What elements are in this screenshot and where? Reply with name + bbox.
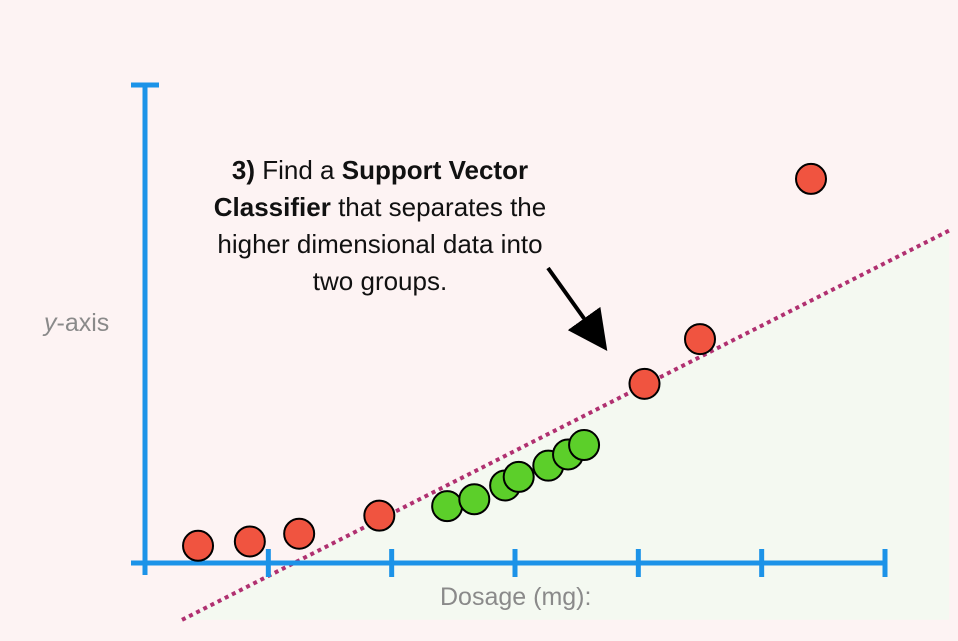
annotation-text-part-2: that separates the (330, 192, 547, 222)
axes (131, 82, 888, 577)
y-axis-label: y-axis (44, 309, 109, 338)
data-point-series-2-7 (568, 429, 601, 462)
data-point-series-1-2 (233, 525, 266, 558)
data-point-series-1-7 (795, 162, 827, 195)
annotation-text-part-1: Find a (255, 155, 342, 185)
annotation-step-number: 3) (231, 155, 256, 185)
y-axis-label-text: -axis (56, 309, 110, 337)
annotation-line-4: two groups. (312, 266, 448, 296)
annotation-arrow (546, 266, 608, 352)
y-axis-label-variable: y (44, 309, 57, 337)
data-point-series-1-1 (182, 529, 215, 562)
data-points (182, 162, 827, 562)
data-point-series-2-4 (502, 460, 535, 493)
data-point-series-1-3 (283, 517, 316, 550)
data-point-series-1-5 (628, 367, 661, 400)
annotation-text: 3) Find a Support Vector Classifier that… (150, 152, 610, 300)
data-point-series-1-6 (684, 323, 716, 356)
annotation-bold-part-1: Support Vector (341, 155, 529, 185)
x-axis-label: Dosage (mg): (440, 583, 592, 611)
data-point-series-2-1 (431, 490, 464, 523)
data-point-series-1-4 (363, 499, 396, 532)
annotation-bold-part-2: Classifier (213, 192, 331, 222)
data-point-series-2-2 (458, 483, 491, 516)
annotation-line-3: higher dimensional data into (217, 229, 543, 259)
